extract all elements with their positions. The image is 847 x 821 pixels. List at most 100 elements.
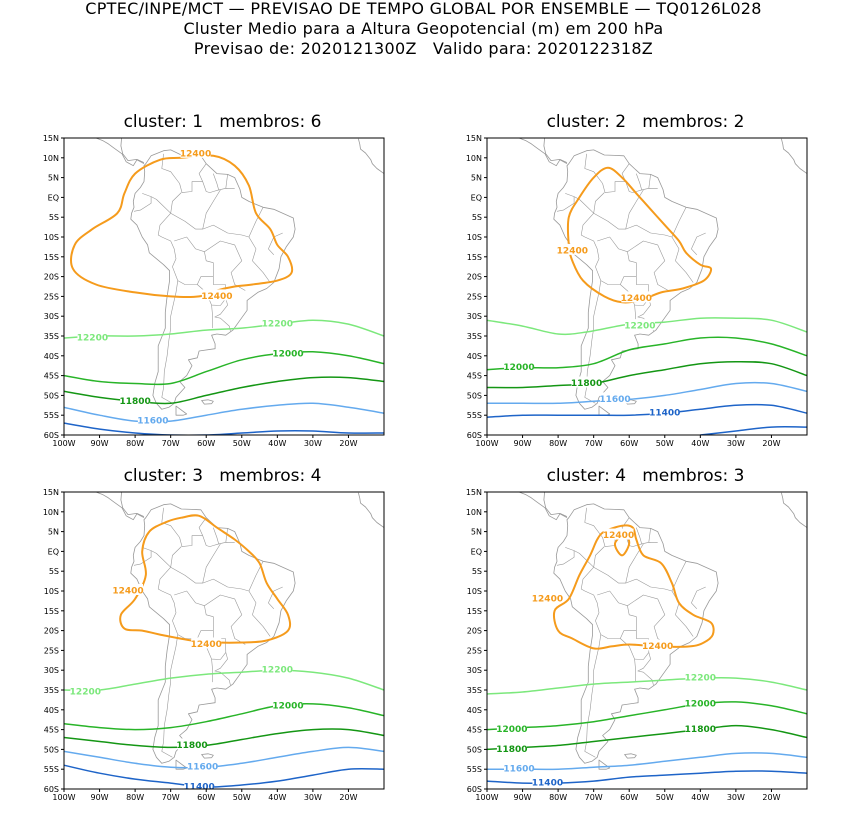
lat-tick-label: 50S (44, 391, 59, 400)
lon-tick-label: 50W (656, 439, 674, 448)
lat-tick-label: 5N (48, 174, 59, 183)
border (170, 543, 221, 584)
lat-tick-label: 10S (467, 233, 482, 242)
border (204, 594, 246, 645)
border (204, 240, 246, 291)
coastline (518, 138, 568, 167)
contour-label-bg (262, 663, 293, 675)
contour-label-bg (504, 360, 534, 372)
lon-tick-label: 60W (197, 439, 215, 448)
contour-label: 11600 (599, 395, 630, 405)
coastline (358, 492, 384, 529)
coastline (130, 149, 296, 410)
lat-tick-label: 45S (44, 372, 59, 381)
contour-label-bg (262, 317, 293, 329)
contour-label-bg (70, 684, 101, 696)
border (580, 192, 605, 267)
lat-tick-label: 5S (49, 567, 59, 576)
contour-label-bg (685, 722, 716, 734)
border (142, 193, 171, 214)
contour-label-bg (685, 671, 716, 683)
lat-tick-label: 55S (467, 411, 482, 420)
contour-label: 12400 (642, 642, 673, 652)
contour-line (64, 728, 384, 749)
lat-tick-label: 55S (44, 411, 59, 420)
lat-tick-label: 15N (466, 134, 482, 143)
contour-label: 12400 (603, 531, 634, 541)
map-cluster-2: 12400 12400 12200 12000 11800 11600 11400 15N 10… (466, 134, 808, 448)
lon-tick-label: 70W (162, 793, 180, 802)
contour-label-bg (496, 742, 527, 754)
map-cluster-3: 12400 12400 12200 12200 12000 11800 11600 11400… (43, 488, 385, 802)
border (142, 547, 171, 568)
contour-label: 11600 (503, 765, 534, 775)
header-line-3: Previsao de: 2020121300Z Valido para: 20… (193, 39, 654, 58)
lat-tick-label: 15S (467, 607, 482, 616)
coastline (553, 149, 719, 410)
contour-12400 (552, 524, 715, 650)
lat-tick-label: EQ (48, 547, 59, 556)
border (161, 153, 207, 193)
lat-tick-label: 35S (467, 332, 482, 341)
contour-label: 12200 (77, 333, 108, 343)
lat-tick-label: 35S (44, 686, 59, 695)
contour-label: 11400 (532, 779, 563, 789)
contour-line (64, 703, 384, 731)
panel-cluster-3: cluster: 3 membros: 4 12400 12400 12200 122… (0, 466, 424, 821)
coastline (598, 405, 611, 416)
panel-cluster-4: cluster: 4 membros: 3 12400 12400 12400 122… (423, 466, 847, 821)
lat-tick-label: 25S (44, 292, 59, 301)
lat-tick-label: 20S (44, 627, 59, 636)
border (620, 630, 650, 660)
contour-label: 11800 (176, 741, 207, 751)
lat-tick-label: 30S (44, 312, 59, 321)
border (556, 550, 575, 566)
lat-tick-label: 25S (467, 646, 482, 655)
lat-tick-label: 50S (44, 745, 59, 754)
border (202, 224, 249, 238)
contour-line (64, 402, 384, 423)
contour-label: 12400 (532, 594, 563, 604)
contour-label: 12200 (685, 674, 716, 684)
border (691, 586, 706, 610)
lat-tick-label: 5N (471, 174, 482, 183)
border (625, 224, 672, 238)
lat-tick-label: 10N (466, 154, 482, 163)
lat-tick-label: 15S (467, 253, 482, 262)
coastline (201, 753, 214, 759)
border (157, 546, 182, 621)
contour-label-bg (624, 319, 655, 331)
panel-title: cluster: 1 membros: 6 (123, 112, 322, 132)
border (584, 634, 602, 758)
coastline (781, 492, 807, 529)
contour-label-bg (649, 406, 680, 418)
lon-tick-label: 100W (52, 439, 75, 448)
lat-tick-label: 45S (467, 726, 482, 735)
lon-tick-label: 70W (162, 439, 180, 448)
lat-tick-label: 15N (43, 134, 59, 143)
border (133, 550, 152, 566)
border (157, 192, 182, 267)
border (634, 659, 636, 683)
contour-label-bg (273, 698, 303, 710)
contour-label-bg (496, 722, 527, 734)
contour-label: 12200 (262, 666, 293, 676)
map-content: 12400 12400 12400 12200 12000 12000 11800 11800… (487, 492, 807, 789)
border (593, 543, 644, 584)
border (161, 280, 179, 404)
map-frame (63, 491, 385, 790)
border (565, 193, 594, 214)
coastline (120, 492, 145, 517)
lat-tick-label: 40S (44, 706, 59, 715)
map-cluster-4: 12400 12400 12400 12200 12000 12000 11800 11800… (466, 488, 808, 802)
lon-tick-label: 50W (656, 793, 674, 802)
contour-label: 11600 (137, 417, 168, 427)
map-frame (63, 137, 385, 436)
lat-tick-label: 45S (467, 372, 482, 381)
contour-label-bg (571, 376, 602, 388)
panel-title: cluster: 4 membros: 3 (546, 466, 745, 486)
border (595, 236, 637, 285)
lat-tick-label: 10N (466, 508, 482, 517)
border (133, 196, 152, 212)
border (671, 207, 694, 283)
